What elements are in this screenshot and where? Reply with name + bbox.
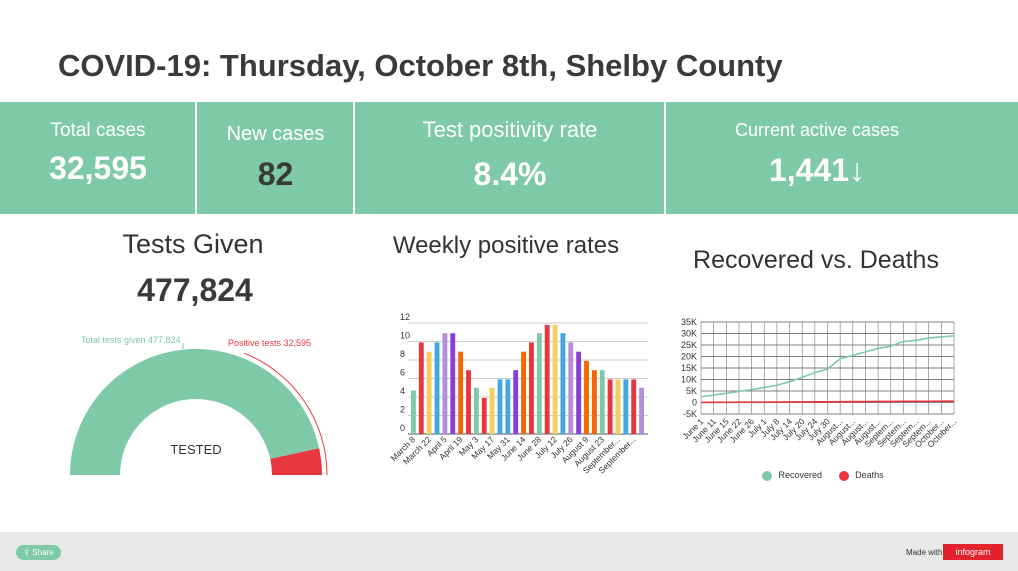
stat-value: 82 bbox=[257, 156, 294, 192]
infogram-logo[interactable]: infogram bbox=[943, 544, 1003, 560]
series-line-recovered bbox=[700, 335, 955, 398]
bar bbox=[497, 379, 503, 434]
bar-y-tick: 6 bbox=[400, 368, 405, 378]
bar-y-tick: 12 bbox=[400, 312, 410, 322]
line-y-tick: 35K bbox=[681, 317, 697, 327]
share-icon: ⇪ bbox=[23, 548, 33, 557]
line-y-tick: 20K bbox=[681, 352, 697, 362]
bar bbox=[418, 342, 424, 434]
bar bbox=[434, 342, 440, 434]
bar bbox=[458, 351, 464, 434]
line-y-tick: 30K bbox=[681, 329, 697, 339]
stat-label: Test positivity rate bbox=[422, 117, 598, 142]
gauge-center-label: TESTED bbox=[170, 442, 221, 457]
legend-dot-deaths bbox=[838, 470, 849, 481]
bar bbox=[623, 379, 629, 434]
stat-label: Current active cases bbox=[734, 120, 900, 140]
gauge-total-arc bbox=[70, 348, 320, 475]
bar bbox=[505, 379, 511, 434]
series-line-deaths bbox=[700, 400, 955, 404]
tests-heading: Tests Given bbox=[122, 229, 264, 259]
line-y-tick: 15K bbox=[681, 363, 697, 373]
bar bbox=[450, 333, 456, 434]
stat-label: New cases bbox=[226, 123, 325, 145]
bar bbox=[615, 379, 621, 434]
line-y-tick: 10K bbox=[681, 375, 697, 385]
stat-value: 1,441↓ bbox=[666, 152, 968, 189]
bar bbox=[607, 379, 613, 434]
divider bbox=[195, 102, 197, 214]
bar-y-tick: 4 bbox=[400, 386, 405, 396]
positive-tests-label: Positive tests 32,595 bbox=[228, 338, 311, 348]
bar-y-tick: 8 bbox=[400, 349, 405, 359]
active-value: 1,441 bbox=[768, 152, 850, 188]
bar bbox=[466, 370, 471, 434]
bar-y-tick: 0 bbox=[400, 423, 405, 433]
stat-label: Total cases bbox=[50, 120, 146, 141]
bar bbox=[489, 387, 495, 434]
stat-value: 32,595 bbox=[49, 150, 147, 186]
stat-active-cases: Current active cases 1,441↓ bbox=[666, 102, 968, 214]
total-tests-label: Total tests given 477,824 bbox=[81, 335, 181, 345]
footer-bar: ⇪ Share Made with infogram bbox=[0, 532, 1018, 571]
bar-y-tick: 2 bbox=[400, 405, 405, 415]
legend-dot-recovered bbox=[762, 470, 772, 481]
weekly-heading: Weekly positive rates bbox=[392, 232, 620, 259]
bar bbox=[560, 333, 566, 434]
bar bbox=[481, 397, 487, 434]
divider bbox=[353, 102, 355, 214]
bar bbox=[529, 342, 534, 434]
stat-total-cases: Total cases 32,595 bbox=[0, 102, 196, 214]
line-y-tick: 5K bbox=[686, 386, 697, 396]
stat-value: 8.4% bbox=[473, 156, 547, 192]
bar bbox=[631, 379, 637, 434]
divider bbox=[664, 102, 666, 214]
bar bbox=[568, 342, 574, 434]
stat-new-cases: New cases 82 bbox=[197, 102, 354, 214]
line-y-tick: 25K bbox=[681, 340, 697, 350]
bar bbox=[639, 387, 645, 434]
bar bbox=[473, 387, 479, 434]
made-with-label: Made with bbox=[906, 548, 943, 557]
bar-y-tick: 10 bbox=[400, 331, 410, 341]
recovered-heading: Recovered vs. Deaths bbox=[693, 246, 939, 274]
line-legend: Recovered Deaths bbox=[762, 470, 884, 481]
bar bbox=[442, 333, 448, 434]
gauge-positive-outline bbox=[244, 352, 328, 476]
line-y-tick: 0 bbox=[692, 398, 697, 408]
bar bbox=[591, 370, 597, 434]
bar bbox=[576, 351, 582, 434]
page-title: COVID-19: Thursday, October 8th, Shelby … bbox=[58, 48, 783, 83]
share-button[interactable]: ⇪ Share bbox=[16, 545, 61, 560]
stats-band: Total cases 32,595 New cases 82 Test pos… bbox=[0, 102, 1018, 214]
tests-value: 477,824 bbox=[137, 272, 253, 308]
line-y-tick: -5K bbox=[683, 409, 697, 419]
stat-positivity: Test positivity rate 8.4% bbox=[355, 102, 665, 214]
bar bbox=[552, 324, 558, 434]
bar bbox=[536, 333, 542, 434]
down-arrow-icon: ↓ bbox=[849, 152, 866, 188]
bar bbox=[584, 360, 589, 434]
bar bbox=[521, 351, 527, 434]
bar bbox=[426, 351, 432, 434]
tests-gauge: Total tests given 477,824 Positive tests… bbox=[70, 335, 328, 476]
bar bbox=[599, 370, 605, 434]
legend-label-deaths: Deaths bbox=[855, 470, 884, 480]
bar bbox=[411, 390, 416, 434]
legend-label-recovered: Recovered bbox=[778, 470, 823, 480]
bar bbox=[544, 324, 550, 434]
gauge-positive-arc bbox=[270, 448, 322, 475]
bar bbox=[513, 370, 519, 434]
